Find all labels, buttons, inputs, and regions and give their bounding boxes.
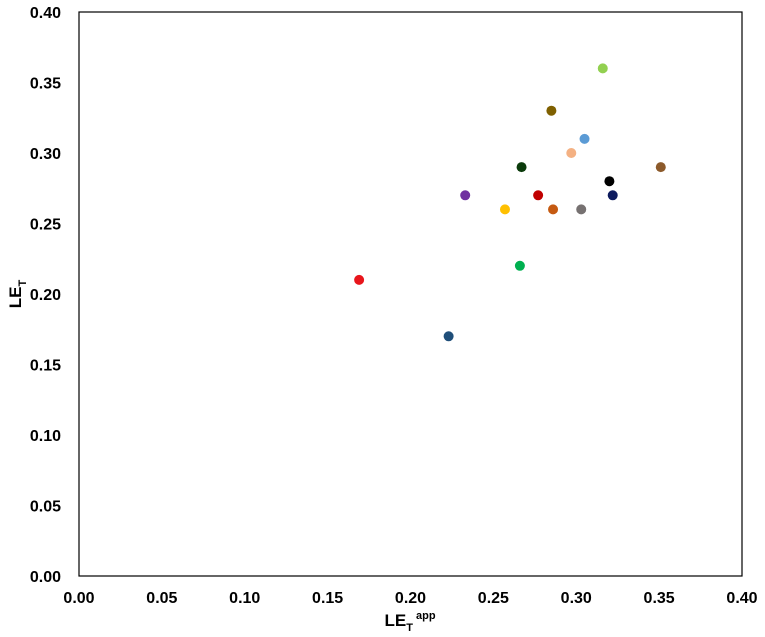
y-tick-label: 0.30 [30,146,61,163]
x-tick-label: 0.15 [312,590,343,607]
x-tick-label: 0.20 [395,590,426,607]
y-tick-label: 0.15 [30,358,61,375]
x-tick-label: 0.10 [229,590,260,607]
data-point [533,190,544,201]
x-tick-label: 0.40 [726,590,757,607]
x-axis-ticks: 0.00 0.05 0.10 0.15 0.20 0.25 0.30 0.35 0.40 [63,590,757,607]
plot-area [78,11,743,577]
y-axis-label-main: LE [6,287,25,309]
y-axis-ticks: 0.00 0.05 0.10 0.15 0.20 0.25 0.30 0.35 0.40 [30,5,61,586]
data-point [514,260,525,271]
data-point [576,204,587,215]
y-tick-label: 0.10 [30,428,61,445]
x-tick-label: 0.00 [63,590,94,607]
data-point [499,204,510,215]
data-point [460,190,471,201]
y-axis-label: LET [6,280,29,309]
y-tick-label: 0.25 [30,217,61,234]
x-tick-label: 0.30 [561,590,592,607]
data-point [516,162,527,173]
data-point [604,176,615,187]
data-point [579,133,590,144]
data-point [548,204,559,215]
data-point [655,162,666,173]
x-axis-label-main: LE [384,611,406,630]
data-point [597,63,608,74]
x-tick-label: 0.05 [146,590,177,607]
y-tick-label: 0.40 [30,5,61,22]
y-tick-label: 0.05 [30,499,61,516]
y-tick-label: 0.35 [30,76,61,93]
y-tick-label: 0.20 [30,287,61,304]
x-axis-label-sup: app [413,610,436,622]
data-point [607,190,618,201]
y-tick-label: 0.00 [30,569,61,586]
data-point [566,148,577,158]
data-point [546,105,557,116]
x-tick-label: 0.25 [478,590,509,607]
x-axis-label: LET app [384,610,435,634]
x-tick-label: 0.35 [644,590,675,607]
y-axis-label-sub: T [17,280,29,287]
data-point [443,331,454,342]
x-axis-label-sub: T [406,622,413,634]
data-points [354,63,666,342]
data-point [354,274,365,285]
